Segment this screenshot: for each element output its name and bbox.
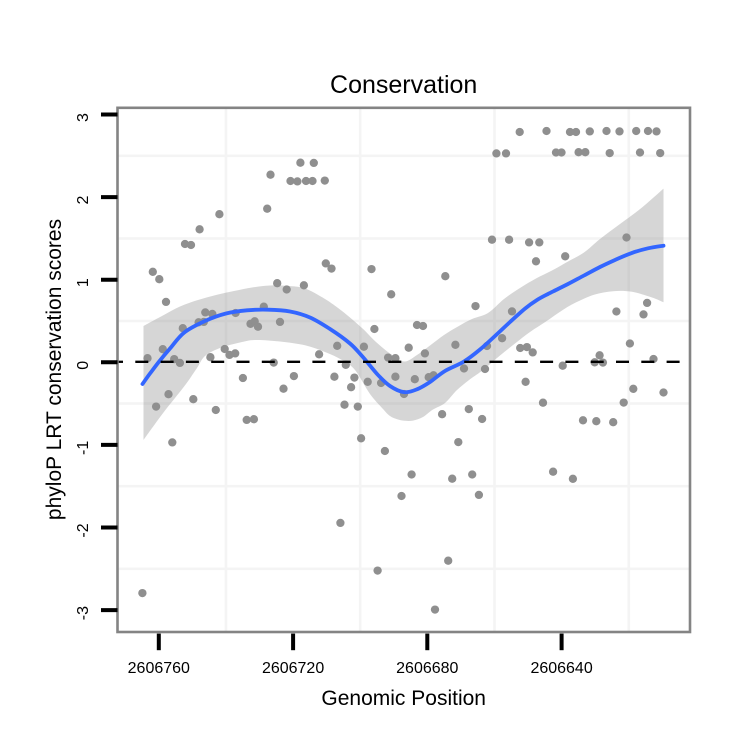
svg-text:-3: -3 [75,606,92,620]
svg-text:0: 0 [75,361,92,370]
svg-text:2606640: 2606640 [530,660,592,677]
svg-text:-1: -1 [75,441,92,455]
svg-text:2606720: 2606720 [262,660,324,677]
svg-text:Genomic Position: Genomic Position [321,687,486,710]
svg-text:2606680: 2606680 [396,660,458,677]
svg-text:phyloP LRT conservation scores: phyloP LRT conservation scores [43,219,66,520]
svg-text:Conservation: Conservation [330,71,477,99]
svg-text:2606760: 2606760 [128,660,190,677]
svg-text:-2: -2 [75,523,92,537]
svg-text:1: 1 [75,278,92,287]
svg-text:2: 2 [75,196,92,205]
svg-text:3: 3 [75,113,92,122]
